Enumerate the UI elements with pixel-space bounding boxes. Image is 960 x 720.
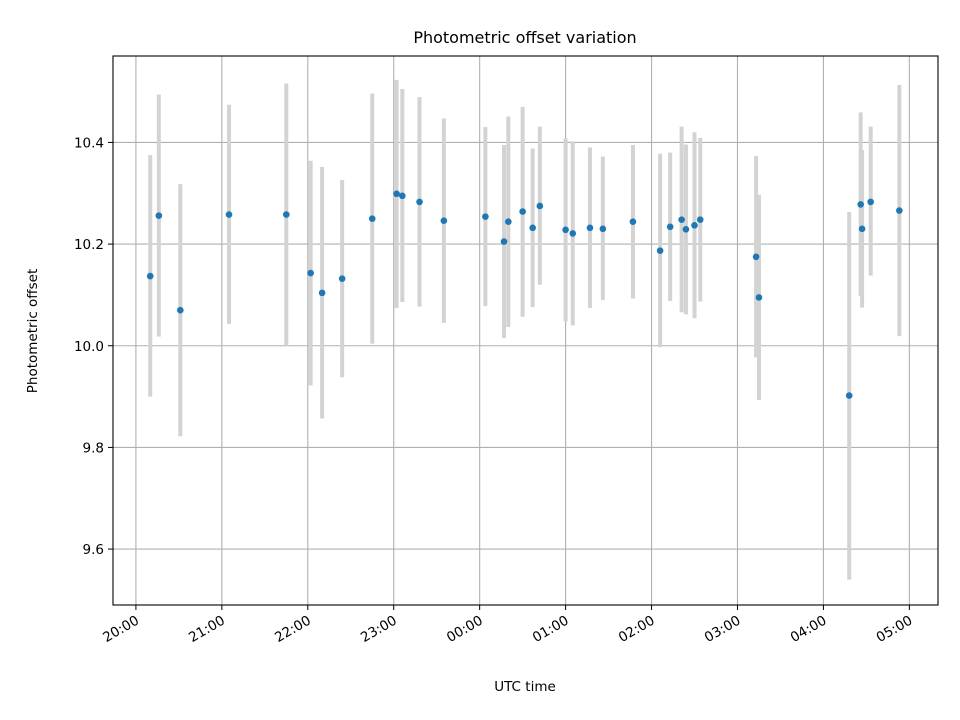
x-tick-label: 00:00: [444, 613, 486, 646]
data-point: [629, 218, 637, 226]
x-tick-label: 23:00: [358, 613, 400, 646]
data-point: [368, 215, 376, 222]
data-point: [440, 217, 448, 224]
data-point: [505, 218, 512, 226]
data-point: [845, 392, 853, 399]
data-point: [177, 306, 184, 314]
x-tick-label: 04:00: [788, 613, 830, 646]
ticks: 20:00 21:00 22:00 23:00 00:00 01:00 02:00 03:00…: [74, 135, 915, 646]
data-point: [755, 294, 763, 301]
data-point: [146, 272, 154, 280]
x-tick-label: 20:00: [100, 613, 142, 646]
data-point: [691, 221, 698, 229]
x-tick-label: 21:00: [186, 613, 228, 646]
x-tick-label: 05:00: [874, 613, 916, 646]
data-point: [896, 207, 903, 214]
y-tick-label: 9.8: [83, 440, 104, 456]
plot-frame: [112, 55, 939, 606]
x-tick-label: 02:00: [616, 613, 658, 646]
data-point: [858, 225, 866, 233]
data-point: [338, 275, 346, 282]
data-point: [857, 201, 864, 208]
data-point: [225, 211, 233, 218]
error-bars: [148, 79, 902, 580]
data-point: [393, 190, 400, 198]
y-tick-label: 9.6: [83, 542, 104, 558]
data-points: [146, 190, 903, 399]
chart-title: Photometric offset variation: [413, 28, 636, 47]
x-tick-label: 01:00: [530, 613, 572, 646]
data-point: [682, 226, 690, 233]
y-tick-label: 10.2: [74, 237, 104, 253]
data-point: [867, 198, 874, 206]
data-point: [307, 269, 314, 277]
data-point: [482, 213, 489, 220]
data-point: [500, 238, 508, 245]
data-point: [656, 247, 664, 254]
data-point: [529, 224, 536, 232]
data-point: [283, 211, 290, 218]
data-point: [536, 202, 544, 210]
data-point: [318, 289, 326, 297]
data-point: [416, 198, 423, 206]
grid: [113, 56, 938, 605]
y-axis-label: Photometric offset: [25, 269, 41, 393]
data-point: [666, 223, 674, 231]
x-tick-label: 03:00: [702, 613, 744, 646]
data-point: [399, 192, 406, 200]
data-point: [569, 230, 577, 237]
data-point: [752, 253, 760, 261]
data-point: [599, 225, 607, 233]
x-axis-label: UTC time: [494, 679, 556, 695]
data-point: [562, 226, 569, 234]
data-point: [519, 208, 526, 215]
data-point: [586, 224, 594, 232]
y-tick-label: 10.4: [74, 135, 104, 151]
y-tick-label: 10.0: [74, 339, 104, 355]
data-point: [155, 212, 163, 219]
data-point: [696, 216, 704, 223]
data-point: [678, 216, 685, 223]
x-tick-label: 22:00: [272, 613, 314, 646]
